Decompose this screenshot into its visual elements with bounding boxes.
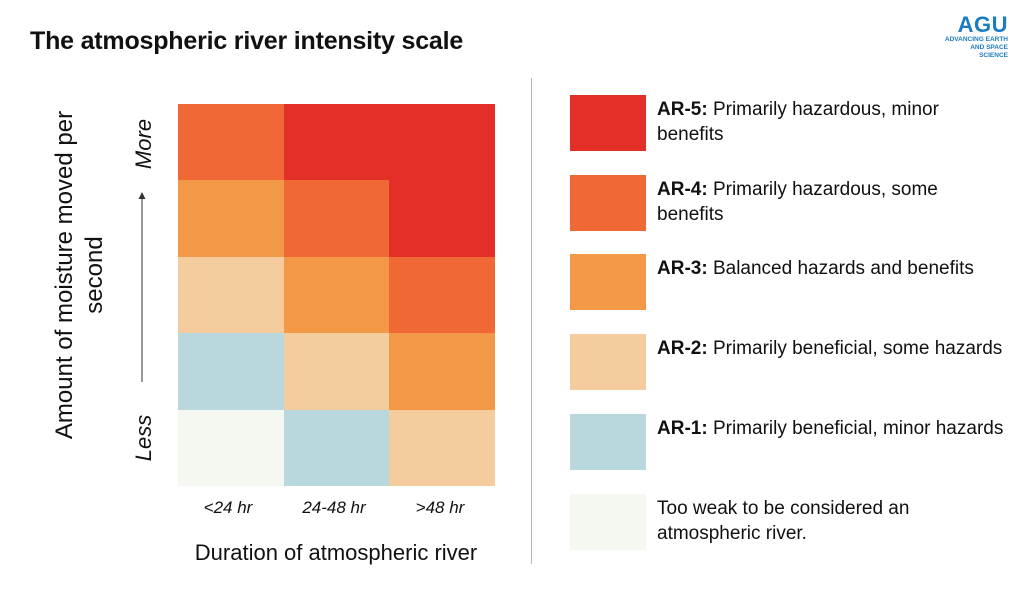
legend-swatch xyxy=(570,254,646,310)
heatmap-cell-ar-4 xyxy=(283,180,390,258)
intensity-heatmap xyxy=(178,104,496,487)
heatmap-cell-ar-1 xyxy=(178,333,285,411)
y-direction-arrow-icon xyxy=(138,192,146,382)
legend-item: AR-5: Primarily hazardous, minor benefit… xyxy=(570,95,1010,153)
y-direction-more: More xyxy=(131,118,156,170)
legend-swatch xyxy=(570,175,646,231)
legend-text: AR-2: Primarily beneficial, some hazards xyxy=(657,336,1007,361)
heatmap-cell-ar-5 xyxy=(389,180,496,258)
heatmap-cell-ar-2 xyxy=(178,256,285,334)
legend-swatch xyxy=(570,334,646,390)
legend-item: AR-1: Primarily beneficial, minor hazard… xyxy=(570,414,1010,472)
heatmap-cell-ar-2 xyxy=(389,409,496,487)
agu-logo-tagline-1: ADVANCING EARTH xyxy=(944,36,1008,43)
heatmap-cell-ar-3 xyxy=(283,256,390,334)
legend-item: Too weak to be considered an atmospheric… xyxy=(570,494,1010,552)
legend-text: AR-4: Primarily hazardous, some benefits xyxy=(657,177,1007,227)
legend-text: AR-3: Balanced hazards and benefits xyxy=(657,256,1007,281)
legend-item: AR-3: Balanced hazards and benefits xyxy=(570,254,1010,312)
legend-code: AR-2: xyxy=(657,338,708,359)
heatmap-cell-ar-5 xyxy=(283,104,390,181)
legend-text: AR-5: Primarily hazardous, minor benefit… xyxy=(657,97,1007,147)
legend-text: Too weak to be considered an atmospheric… xyxy=(657,496,1007,546)
legend-description: Primarily hazardous, some benefits xyxy=(657,179,938,225)
heatmap-cell-ar-3 xyxy=(389,333,496,411)
legend-description: Primarily hazardous, minor benefits xyxy=(657,99,939,145)
agu-logo-mark: AGU xyxy=(957,12,1008,37)
x-tick-label: 24-48 hr xyxy=(302,498,366,517)
legend-code: AR-3: xyxy=(657,258,708,279)
y-axis-label: Amount of moisture moved per second xyxy=(51,110,108,440)
chart-title: The atmospheric river intensity scale xyxy=(30,27,464,55)
x-tick-label: <24 hr xyxy=(203,498,253,517)
legend-code: AR-5: xyxy=(657,99,708,120)
legend-text: AR-1: Primarily beneficial, minor hazard… xyxy=(657,416,1007,441)
legend-swatch xyxy=(570,414,646,470)
heatmap-cell-ar-3 xyxy=(178,180,285,258)
x-axis-label: Duration of atmospheric river xyxy=(194,540,478,565)
heatmap-cell-ar-5 xyxy=(389,104,496,181)
heatmap-cell-ar-4 xyxy=(178,104,285,181)
agu-logo: AGU ADVANCING EARTH AND SPACE SCIENCE xyxy=(940,14,1008,60)
legend-item: AR-2: Primarily beneficial, some hazards xyxy=(570,334,1010,392)
divider xyxy=(531,78,532,564)
legend-description: Primarily beneficial, minor hazards xyxy=(707,418,1004,439)
legend-swatch xyxy=(570,494,646,550)
agu-logo-tagline-2: AND SPACE SCIENCE xyxy=(970,44,1008,59)
legend-item: AR-4: Primarily hazardous, some benefits xyxy=(570,175,1010,233)
heatmap-cell-weak xyxy=(178,409,285,487)
legend-description: Primarily beneficial, some hazards xyxy=(707,338,1003,359)
legend-code: AR-1: xyxy=(657,418,708,439)
legend-swatch xyxy=(570,95,646,151)
heatmap-cell-ar-4 xyxy=(389,256,496,334)
x-tick-label: >48 hr xyxy=(415,498,465,517)
heatmap-cell-ar-1 xyxy=(283,409,390,487)
heatmap-cell-ar-2 xyxy=(283,333,390,411)
legend-description: Balanced hazards and benefits xyxy=(707,258,974,279)
legend-description: Too weak to be considered an atmospheric… xyxy=(657,498,910,544)
legend-code: AR-4: xyxy=(657,179,708,200)
y-direction-less: Less xyxy=(131,414,156,462)
